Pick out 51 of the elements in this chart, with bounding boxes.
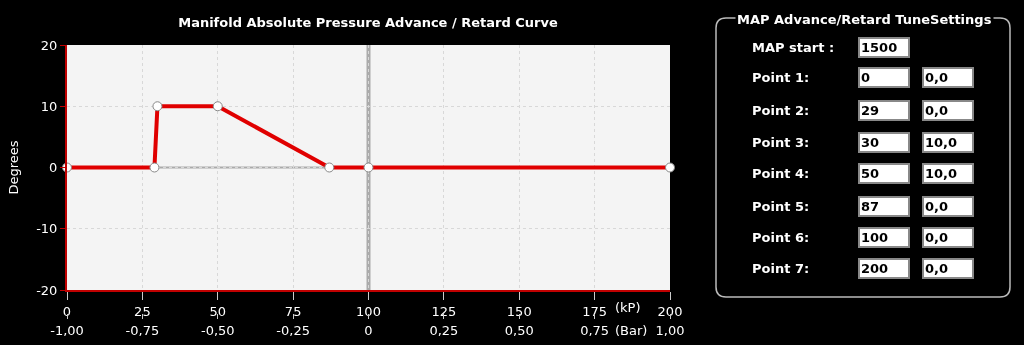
x2-tick-label: 0,25 xyxy=(429,322,459,338)
x-tick-label: 100 xyxy=(356,303,381,319)
y-axis-title: Degrees xyxy=(5,140,21,195)
text: 0,0 xyxy=(925,261,949,276)
x2-axis-title: (Bar) xyxy=(615,323,648,338)
y-tick-label: 0 xyxy=(49,160,58,176)
y-tick-label: 10 xyxy=(40,98,58,114)
text: 30 xyxy=(861,135,880,150)
text: 0 xyxy=(861,70,871,85)
text: 50 xyxy=(861,166,880,181)
y-tick-label: -10 xyxy=(36,221,58,237)
x2-tick-label: -1,00 xyxy=(50,322,84,338)
x-tick-label: 175 xyxy=(582,303,608,319)
x2-tick-label: 1,00 xyxy=(655,322,685,338)
x2-tick-label: 0,50 xyxy=(504,322,534,338)
x-tick-label: 0 xyxy=(62,303,72,319)
text: 200 xyxy=(861,261,889,276)
text: 10,0 xyxy=(925,166,958,181)
x2-tick-label: 0 xyxy=(364,322,373,338)
text: Point 3: xyxy=(752,135,810,150)
x-tick-label: 50 xyxy=(209,303,227,319)
x-tick-label: 125 xyxy=(431,303,457,319)
text: Point 7: xyxy=(752,261,810,276)
text: 1500 xyxy=(861,40,898,55)
x2-tick-label: -0,25 xyxy=(276,322,310,338)
x-tick-label: 75 xyxy=(284,303,302,319)
text: 0,0 xyxy=(925,199,949,214)
text: 87 xyxy=(861,199,880,214)
y-tick-label: 20 xyxy=(40,37,58,53)
x-axis-title: (kP) xyxy=(615,300,641,315)
y-tick-label: -20 xyxy=(36,282,58,298)
x2-tick-label: -0,50 xyxy=(200,322,235,338)
text: Point 5: xyxy=(752,199,810,214)
text: 100 xyxy=(861,230,889,245)
x-tick-label: 150 xyxy=(506,303,532,319)
text: 0,0 xyxy=(925,103,949,118)
text: Point 1: xyxy=(752,70,810,85)
chart-title: Manifold Absolute Pressure Advance / Retard Curve xyxy=(178,14,558,30)
text: 10,0 xyxy=(925,135,958,150)
text: 0,0 xyxy=(925,230,949,245)
text: 0,0 xyxy=(925,70,949,85)
text: MAP Advance/Retard TuneSettings xyxy=(737,12,992,27)
text: 29 xyxy=(861,103,880,118)
x-tick-label: 200 xyxy=(657,303,683,319)
text: Point 6: xyxy=(752,230,810,245)
x2-tick-label: -0,75 xyxy=(125,322,160,338)
text: MAP start : xyxy=(752,40,835,55)
x2-tick-label: 0,75 xyxy=(580,322,610,338)
text: Point 4: xyxy=(752,166,810,181)
x-tick-label: 25 xyxy=(134,303,151,319)
text: Point 2: xyxy=(752,103,810,118)
